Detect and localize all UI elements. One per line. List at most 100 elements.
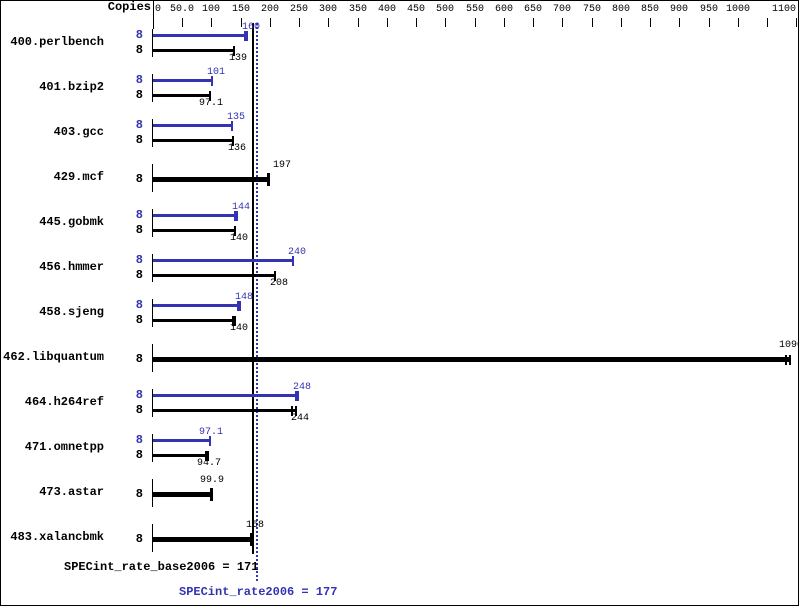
axis-tick xyxy=(796,18,797,27)
peak-bar xyxy=(153,304,240,307)
peak-value-label: 144 xyxy=(231,202,250,213)
axis-tick xyxy=(562,18,563,27)
bar-end-cap xyxy=(231,121,233,131)
axis-tick xyxy=(709,18,710,27)
base-peak-bar xyxy=(153,537,251,542)
baseline-segment xyxy=(152,344,153,372)
axis-tick xyxy=(241,18,242,27)
axis-tick-label: 550 xyxy=(465,4,485,15)
baseline-segment xyxy=(152,524,153,552)
bar-end-cap xyxy=(234,226,236,236)
copies-value: 8 xyxy=(135,352,143,366)
copies-value: 8 xyxy=(135,43,143,57)
axis-tick-label: 100 xyxy=(201,4,221,15)
base-value-label: 136 xyxy=(227,143,246,154)
bar-end-cap xyxy=(291,406,293,416)
benchmark-label: 401.bzip2 xyxy=(39,80,104,94)
bar-end-cap xyxy=(250,533,253,546)
peak-bar xyxy=(153,79,212,82)
base-bar xyxy=(153,49,234,52)
benchmark-label: 458.sjeng xyxy=(39,305,104,319)
benchmark-label: 445.gobmk xyxy=(39,215,104,229)
base-bar xyxy=(153,409,296,412)
axis-tick-label: 650 xyxy=(523,4,543,15)
axis-tick xyxy=(299,18,300,27)
copies-column-header: Copies xyxy=(107,0,151,14)
bar-end-cap xyxy=(274,271,276,281)
axis-tick-label: 200 xyxy=(260,4,280,15)
benchmark-label: 483.xalancbmk xyxy=(10,530,104,544)
bar-end-cap xyxy=(292,256,294,266)
base-value-label: 208 xyxy=(269,278,288,289)
benchmark-label: 403.gcc xyxy=(53,125,104,139)
base-value-label: 140 xyxy=(229,323,248,334)
axis-tick xyxy=(592,18,593,27)
axis-tick xyxy=(270,18,271,27)
peak-bar xyxy=(153,394,298,397)
copies-value: 8 xyxy=(135,253,143,267)
baseline-segment xyxy=(152,389,153,417)
bar-end-cap xyxy=(295,406,297,416)
base-bar xyxy=(153,274,275,277)
base-value-label: 94.7 xyxy=(196,458,221,469)
bar-end-cap xyxy=(234,211,238,221)
axis-tick-label: 450 xyxy=(406,4,426,15)
axis-tick-label: 600 xyxy=(494,4,514,15)
peak-value-label: 248 xyxy=(292,382,311,393)
bar-end-cap xyxy=(205,451,209,461)
base-bar xyxy=(153,229,235,232)
axis-tick-label: 250 xyxy=(289,4,309,15)
peak-bar xyxy=(153,439,210,442)
bar-end-cap xyxy=(785,355,787,365)
bar-end-cap xyxy=(233,46,235,56)
base-value-label: 97.1 xyxy=(198,98,223,109)
benchmark-label: 464.h264ref xyxy=(24,395,104,409)
base-value-label: 1090 xyxy=(778,340,798,351)
baseline-segment xyxy=(152,434,153,462)
copies-value: 8 xyxy=(135,313,143,327)
copies-value: 8 xyxy=(135,487,143,501)
axis-tick-label: 700 xyxy=(552,4,572,15)
axis-tick-label: 950 xyxy=(699,4,719,15)
copies-value: 8 xyxy=(135,28,143,42)
base-bar xyxy=(153,139,233,142)
base-value-label: 99.9 xyxy=(199,475,224,486)
copies-value: 8 xyxy=(135,133,143,147)
axis-tick xyxy=(211,18,212,27)
axis-tick-label: 500 xyxy=(435,4,455,15)
baseline-segment xyxy=(152,254,153,282)
peak-bar xyxy=(153,34,247,37)
axis-tick-label: 350 xyxy=(348,4,368,15)
benchmark-label: 456.hmmer xyxy=(39,260,104,274)
copies-value: 8 xyxy=(135,73,143,87)
peak-bar xyxy=(153,124,232,127)
peak-reference-line xyxy=(256,23,258,583)
axis-tick-label: 800 xyxy=(611,4,631,15)
summary-base-result: SPECint_rate_base2006 = 171 xyxy=(64,560,259,574)
benchmark-label: 462.libquantum xyxy=(3,350,104,364)
base-value-label: 139 xyxy=(228,53,247,64)
peak-value-label: 148 xyxy=(234,292,253,303)
axis-tick xyxy=(679,18,680,27)
axis-tick xyxy=(475,18,476,27)
copies-value: 8 xyxy=(135,223,143,237)
bar-end-cap xyxy=(237,301,241,311)
base-value-label: 244 xyxy=(290,413,309,424)
summary-peak-result: SPECint_rate2006 = 177 xyxy=(179,585,338,599)
copies-value: 8 xyxy=(135,388,143,402)
benchmark-label: 400.perlbench xyxy=(10,35,104,49)
bar-end-cap xyxy=(789,355,791,365)
base-bar xyxy=(153,94,210,97)
axis-tick-label: 900 xyxy=(669,4,689,15)
axis-tick-label: 1100 xyxy=(771,4,796,15)
peak-value-label: 135 xyxy=(226,112,245,123)
peak-bar xyxy=(153,259,293,262)
baseline-segment xyxy=(152,29,153,57)
axis-tick xyxy=(533,18,534,27)
bar-end-cap xyxy=(267,173,270,186)
peak-bar xyxy=(153,214,237,217)
axis-tick xyxy=(621,18,622,27)
base-value-label: 197 xyxy=(272,160,291,171)
copies-value: 8 xyxy=(135,448,143,462)
